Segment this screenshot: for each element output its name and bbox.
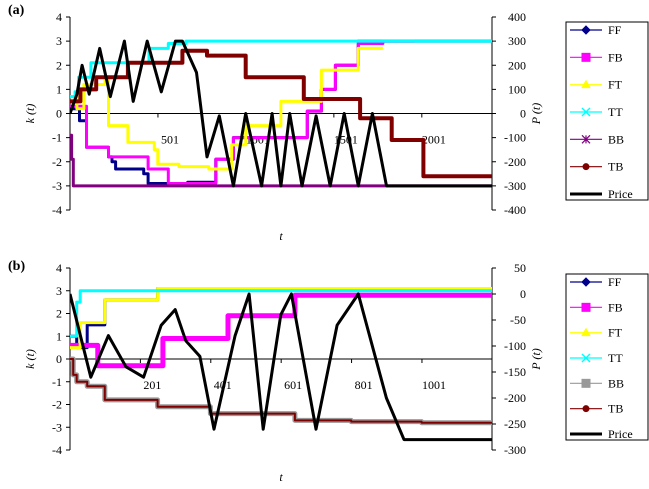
right-tick-label: 0 [520, 287, 526, 301]
y-axis-title-left: k (t) [23, 349, 37, 369]
x-axis-title: t [279, 470, 283, 484]
legend-marker-FB [581, 52, 591, 62]
chart-panel-1: (b) -4 -3 -2 -1 0 1 2 3 4 -300 -250 -200 -150 -100 -50 0… [8, 259, 649, 484]
legend-marker-FB [581, 302, 591, 312]
series-Price [70, 39, 492, 188]
series-TB [70, 48, 492, 179]
left-tick-label: 0 [56, 352, 62, 366]
y-axis-title-left: k (t) [23, 104, 37, 124]
legend-marker-FF [581, 25, 591, 35]
right-tick-label: -300 [504, 443, 526, 457]
left-tick-label: 2 [56, 58, 62, 72]
y-axis-title-right: P (t) [529, 348, 543, 370]
series-FB [70, 292, 492, 369]
right-tick-label: -150 [504, 365, 526, 379]
right-tick-label: 100 [508, 82, 526, 96]
left-tick-label: -2 [52, 155, 62, 169]
legend-box [565, 21, 649, 201]
legend-label-FB: FB [608, 50, 623, 64]
series-BB [70, 133, 492, 188]
series-TT [70, 289, 492, 338]
left-tick-label: 2 [56, 307, 62, 321]
right-tick-label: 200 [508, 58, 526, 72]
legend-label-FB: FB [608, 300, 623, 314]
left-tick-label: 1 [56, 329, 62, 343]
x-tick-label: 1001 [422, 378, 446, 392]
right-tick-label: -300 [504, 179, 526, 193]
legend-marker-BB [581, 378, 591, 388]
series-TB [70, 358, 492, 424]
legend-box [565, 273, 649, 441]
left-tick-label: 4 [56, 261, 62, 275]
legend-marker-TB [582, 405, 590, 413]
right-tick-label: -50 [510, 313, 526, 327]
left-tick-label: 4 [56, 10, 62, 24]
legend-marker-BB [581, 134, 591, 144]
x-axis-title: t [279, 229, 283, 243]
legend-label-TB: TB [608, 402, 623, 416]
right-tick-label: 300 [508, 34, 526, 48]
legend-label-FF: FF [608, 23, 622, 37]
left-tick-label: -4 [52, 203, 62, 217]
legend-marker-FT [581, 79, 591, 89]
right-tick-label: -200 [504, 391, 526, 405]
legend-label-TT: TT [608, 105, 623, 119]
x-tick-label: 2001 [422, 133, 446, 147]
left-tick-label: -4 [52, 443, 62, 457]
right-tick-label: -100 [504, 339, 526, 353]
chart-panel-0: (a) -4 -3 -2 -1 0 1 2 3 4 -400 -300 -200 -100 0 100 200 3… [8, 3, 649, 243]
legend-label-TB: TB [608, 160, 623, 174]
legend-label-TT: TT [608, 351, 623, 365]
right-tick-label: 400 [508, 10, 526, 24]
x-tick-label: 201 [143, 378, 161, 392]
right-tick-label: 50 [514, 261, 526, 275]
right-tick-label: 0 [520, 107, 526, 121]
panel-label: (a) [8, 3, 25, 18]
legend-marker-TT [581, 353, 591, 363]
plot-area [70, 39, 492, 188]
left-tick-label: 0 [56, 107, 62, 121]
panel-label: (b) [8, 259, 25, 274]
legend-label-BB: BB [608, 376, 624, 390]
y-axis-title-right: P (t) [529, 103, 543, 125]
right-tick-label: -100 [504, 131, 526, 145]
legend-marker-FT [581, 327, 591, 337]
x-tick-label: 501 [161, 133, 179, 147]
series-FT [70, 46, 383, 171]
x-tick-label: 801 [355, 378, 373, 392]
right-tick-label: -200 [504, 155, 526, 169]
left-tick-label: 3 [56, 284, 62, 298]
left-tick-label: -1 [52, 131, 62, 145]
left-tick-label: -3 [52, 420, 62, 434]
series-Price [70, 292, 492, 442]
plot-area [70, 287, 492, 442]
legend-label-FT: FT [608, 78, 623, 92]
left-tick-label: -2 [52, 398, 62, 412]
left-tick-label: -1 [52, 375, 62, 389]
legend-label-Price: Price [608, 187, 633, 201]
legend-label-Price: Price [608, 427, 633, 441]
legend-marker-TB [582, 163, 590, 171]
series-TT [70, 39, 492, 99]
legend-label-FT: FT [608, 326, 623, 340]
legend-label-BB: BB [608, 132, 624, 146]
legend-marker-TT [581, 107, 591, 117]
x-tick-label: 601 [284, 378, 302, 392]
right-tick-label: -400 [504, 203, 526, 217]
legend-label-FF: FF [608, 275, 622, 289]
left-tick-label: 3 [56, 34, 62, 48]
left-tick-label: 1 [56, 82, 62, 96]
legend-marker-FF [581, 277, 591, 287]
right-tick-label: -250 [504, 417, 526, 431]
left-tick-label: -3 [52, 179, 62, 193]
